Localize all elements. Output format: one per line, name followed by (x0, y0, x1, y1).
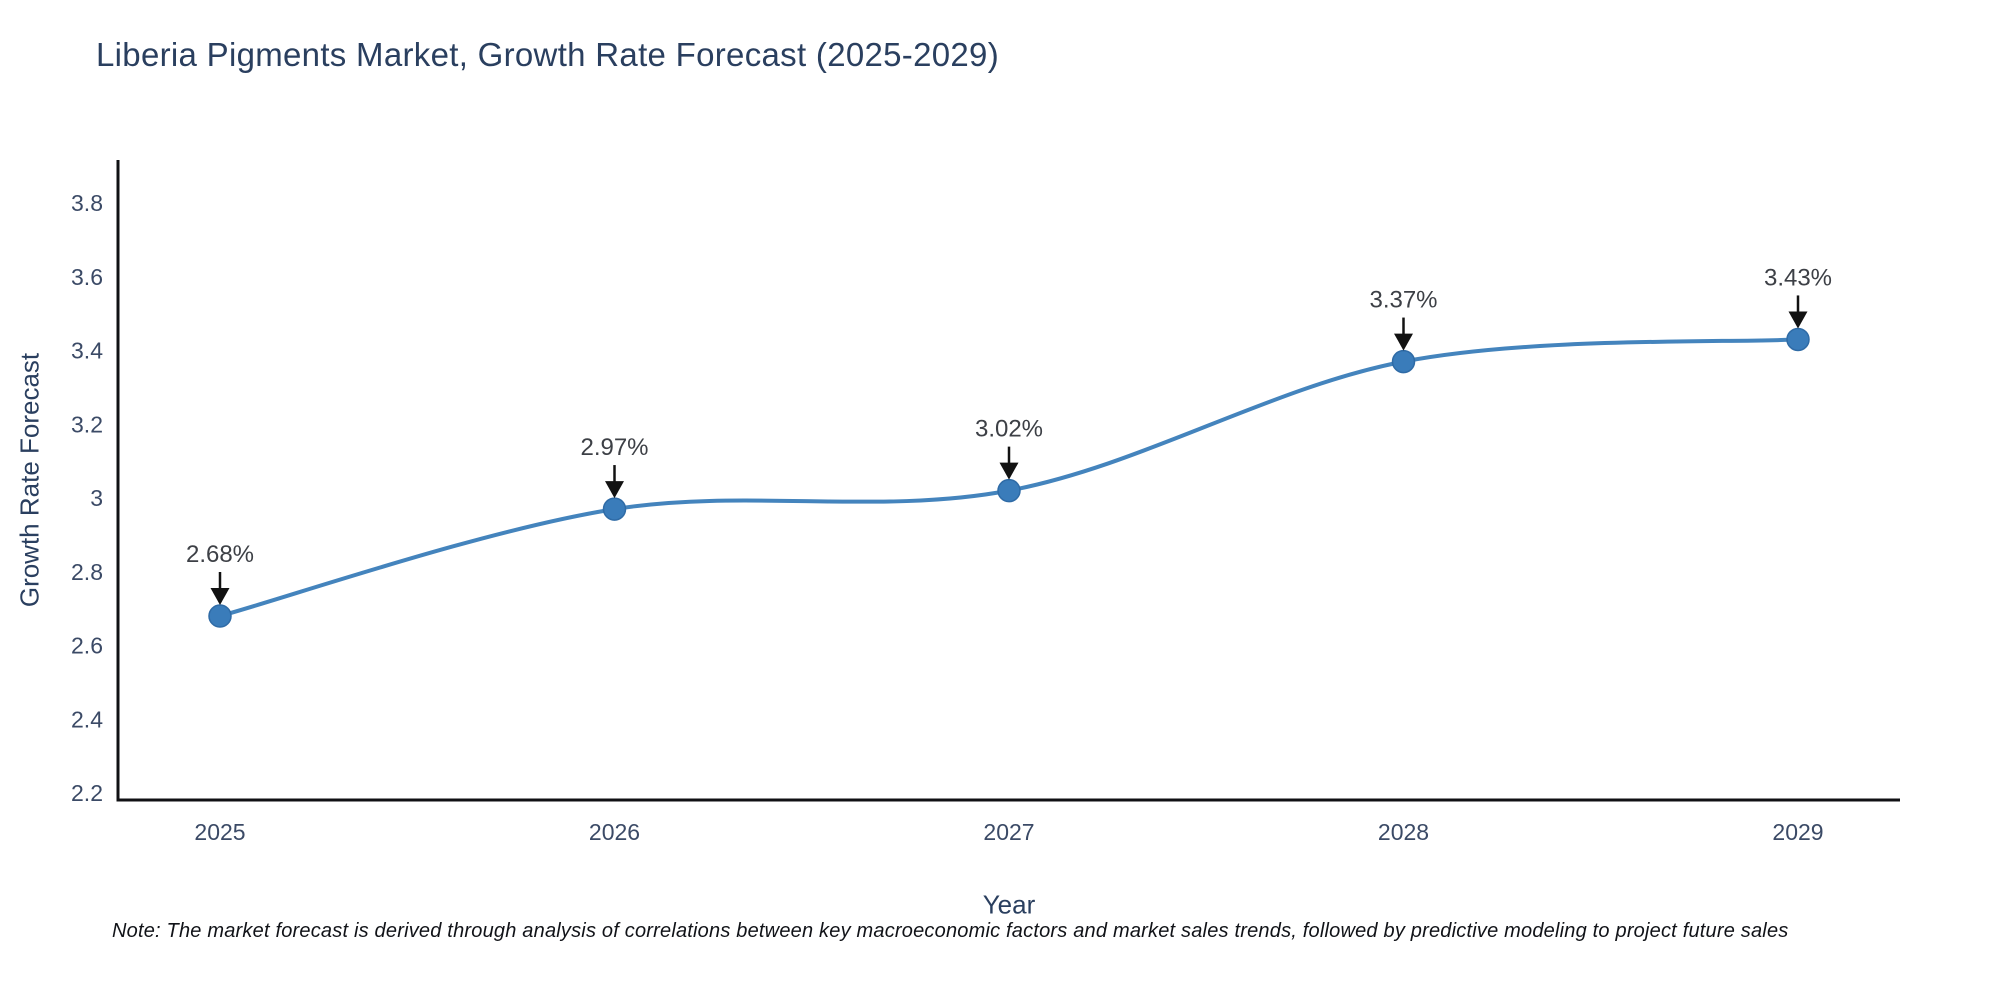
point-annotation: 2.97% (580, 434, 648, 461)
y-tick-label: 2.4 (71, 706, 103, 732)
x-axis-title: Year (982, 889, 1036, 920)
y-tick-label: 3.8 (71, 190, 103, 216)
annotation-arrow-head-icon (1394, 333, 1413, 351)
data-point-2028[interactable] (1391, 349, 1416, 374)
y-tick-label: 2.8 (71, 559, 103, 585)
y-tick-label: 3.6 (71, 264, 103, 290)
annotation-arrow-head-icon (210, 588, 230, 605)
x-tick-label: 2026 (589, 819, 640, 845)
y-tick-label: 3.2 (71, 411, 103, 437)
y-tick-label: 3.4 (71, 338, 103, 364)
annotation-arrow-head-icon (605, 481, 624, 499)
annotation-arrow-head-icon (999, 462, 1019, 480)
data-point-2029[interactable] (1786, 327, 1810, 352)
point-annotation: 3.43% (1764, 264, 1832, 291)
data-point-2025[interactable] (208, 604, 232, 628)
chart-title: Liberia Pigments Market, Growth Rate For… (96, 36, 999, 73)
y-tick-label: 2.6 (71, 633, 103, 659)
data-point-2027[interactable] (997, 478, 1021, 503)
point-annotation: 2.68% (186, 541, 254, 568)
x-tick-label: 2027 (983, 819, 1034, 845)
y-tick-label: 2.2 (71, 780, 103, 806)
y-tick-label: 3 (90, 485, 103, 511)
x-tick-label: 2028 (1378, 819, 1429, 845)
chart-footnote: Note: The market forecast is derived thr… (112, 920, 1789, 942)
point-annotation: 3.37% (1369, 287, 1437, 314)
x-tick-label: 2029 (1772, 819, 1823, 845)
x-tick-label: 2025 (194, 819, 245, 845)
annotation-arrow-head-icon (1788, 311, 1808, 329)
data-point-2026[interactable] (602, 497, 627, 521)
point-annotation: 3.02% (975, 416, 1043, 443)
